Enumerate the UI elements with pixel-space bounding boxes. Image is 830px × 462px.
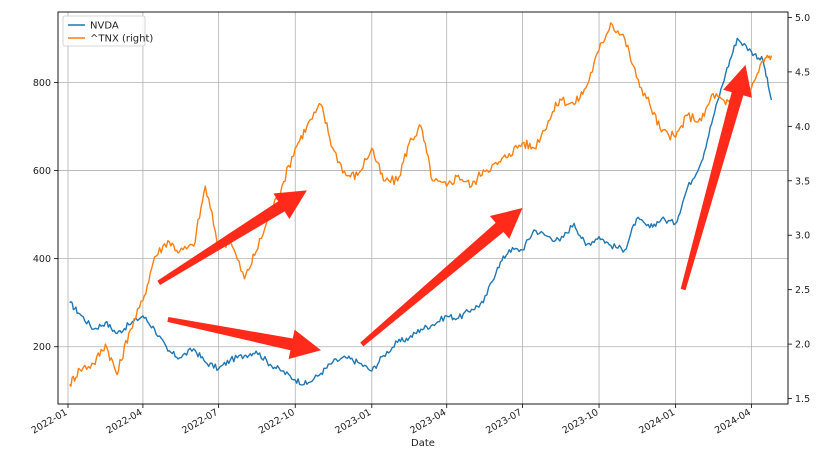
- y-left-tick-label: 400: [33, 254, 51, 265]
- x-tick-label: 2022-07: [180, 407, 220, 436]
- grid: [58, 12, 788, 404]
- annotation-arrows: [157, 64, 752, 359]
- legend-label: ^TNX (right): [90, 34, 153, 45]
- y-left-tick-label: 200: [33, 342, 51, 353]
- series-line-nvda: [69, 37, 773, 386]
- y-left-tick-label: 600: [33, 166, 51, 177]
- y-right-tick-label: 2.0: [795, 340, 810, 351]
- legend: NVDA ^TNX (right): [62, 15, 153, 47]
- x-tick-label: 2024-01: [637, 407, 677, 436]
- y-right-tick-label: 5.0: [795, 13, 810, 24]
- y-axis-right: 1.5 2.0 2.5 3.0 3.5 4.0 4.5 5.0: [788, 13, 810, 405]
- x-tick-label: 2023-04: [408, 407, 448, 436]
- x-tick-label: 2022-04: [105, 407, 145, 436]
- x-tick-label: 2024-04: [713, 407, 753, 436]
- y-right-tick-label: 4.0: [795, 122, 810, 133]
- y-right-tick-label: 3.5: [795, 176, 810, 187]
- x-axis-label: Date: [411, 438, 435, 449]
- y-right-tick-label: 2.5: [795, 285, 810, 296]
- x-tick-label: 2022-01: [30, 407, 70, 436]
- annotation-arrow: [157, 190, 307, 285]
- annotation-arrow: [360, 208, 523, 347]
- x-tick-label: 2023-01: [333, 407, 373, 436]
- x-tick-label: 2023-07: [484, 407, 524, 436]
- plot-frame: [57, 11, 789, 405]
- x-tick-label: 2022-10: [257, 407, 297, 436]
- x-tick-label: 2023-10: [561, 407, 601, 436]
- y-right-tick-label: 4.5: [795, 67, 810, 78]
- y-axis-left: 200 400 600 800: [33, 78, 58, 353]
- legend-label: NVDA: [90, 21, 119, 32]
- annotation-arrow: [680, 64, 752, 291]
- y-right-tick-label: 3.0: [795, 231, 810, 242]
- annotation-arrow: [167, 317, 321, 359]
- series-line-tnx: [69, 22, 773, 387]
- y-left-tick-label: 800: [33, 78, 51, 89]
- series-layer: [69, 22, 773, 387]
- y-right-tick-label: 1.5: [795, 394, 810, 405]
- x-axis: 2022-01 2022-04 2022-07 2022-10 2023-01 2023-…: [30, 404, 753, 436]
